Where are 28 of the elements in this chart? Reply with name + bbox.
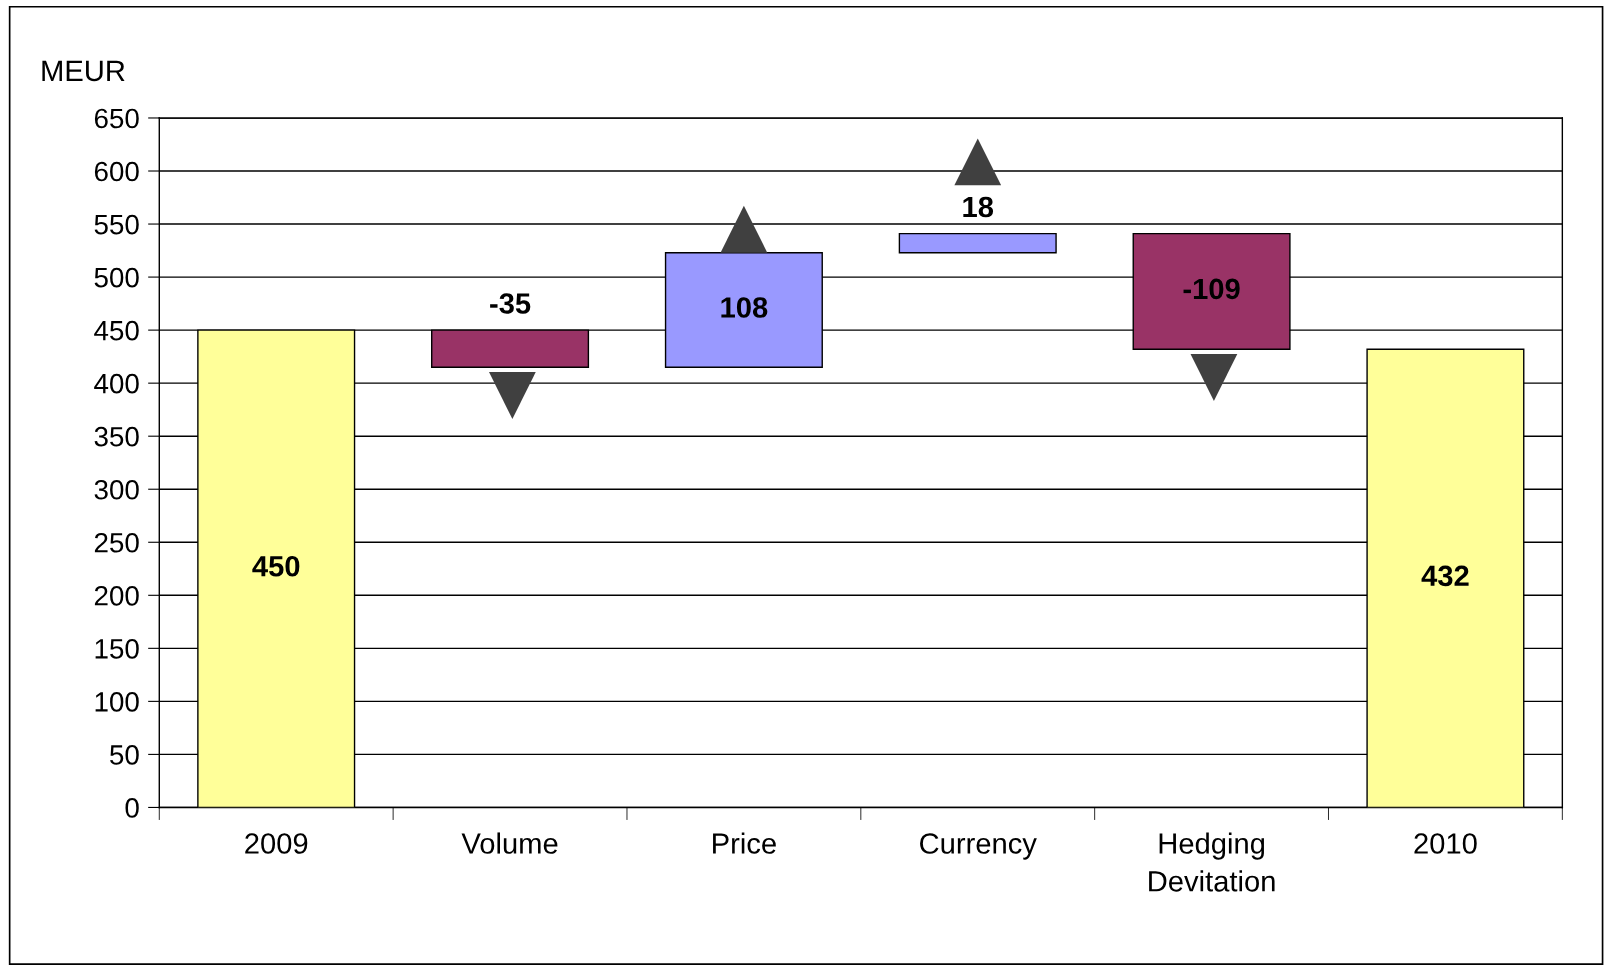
data-label: 18 (963, 196, 994, 218)
y-tick-label: 350 (94, 426, 139, 447)
y-tick-label: 450 (94, 320, 139, 341)
y-axis-title: MEUR (42, 60, 125, 82)
y-tick-label: 0 (125, 798, 139, 818)
x-tick-label: 2010 (1414, 833, 1477, 854)
data-label: -35 (490, 293, 531, 314)
x-tick-label: Hedging Devitation (1149, 832, 1275, 892)
bar (898, 232, 1057, 254)
y-tick-label: 400 (94, 373, 139, 394)
y-tick-label: 50 (110, 745, 139, 765)
x-tick-label: Volume (461, 832, 558, 854)
x-tick-label: Price (713, 832, 776, 854)
y-tick-label: 600 (94, 161, 139, 182)
y-tick-label: 650 (94, 108, 139, 129)
y-tick-label: 500 (94, 267, 139, 288)
y-tick-label: 550 (94, 214, 139, 235)
x-tick-label: Currency (920, 833, 1037, 860)
data-label: -109 (1183, 278, 1240, 300)
y-tick-label: 100 (95, 692, 139, 712)
y-tick-label: 150 (95, 639, 139, 659)
y-tick-label: 300 (94, 479, 139, 500)
data-label: 450 (252, 555, 300, 577)
x-tick-label: 2009 (245, 833, 308, 854)
y-tick-label: 200 (94, 585, 139, 606)
y-tick-label: 250 (94, 532, 139, 553)
data-label: 108 (721, 297, 768, 318)
data-label: 432 (1421, 565, 1469, 587)
